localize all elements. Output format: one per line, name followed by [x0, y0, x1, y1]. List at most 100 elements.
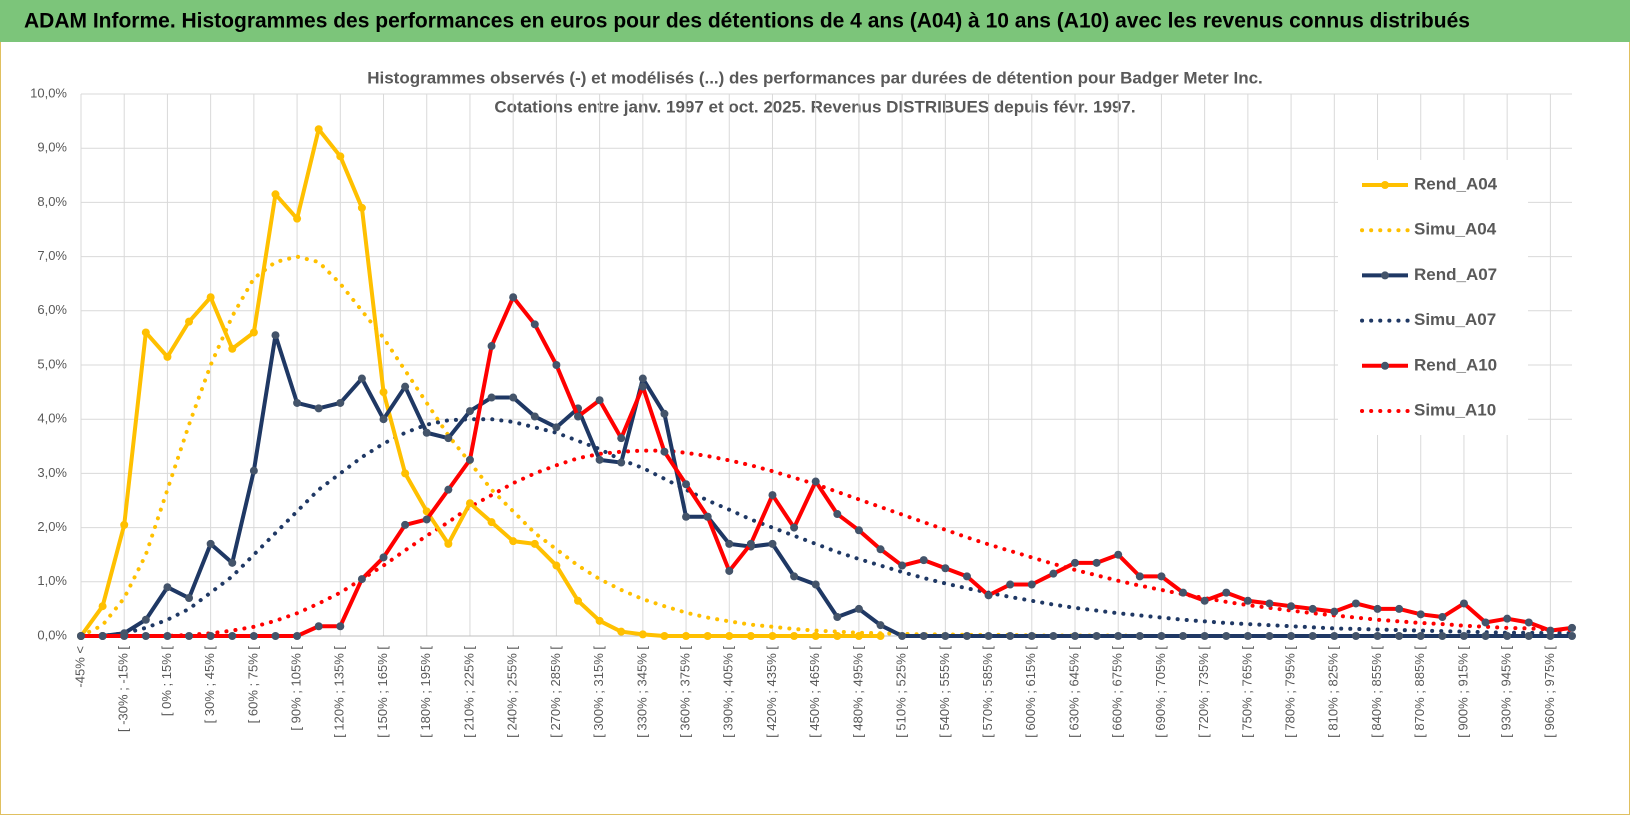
point: [530, 412, 539, 421]
point: [1459, 599, 1468, 608]
point: [617, 627, 626, 636]
point: [984, 591, 993, 600]
point: [530, 320, 539, 329]
x-tick-label: [ 300% ; 315% [: [591, 646, 606, 738]
point: [1524, 618, 1533, 627]
point: [1308, 604, 1317, 613]
point: [1351, 599, 1360, 608]
point: [357, 575, 366, 584]
point: [638, 374, 647, 383]
point: [1006, 632, 1015, 640]
x-tick-label: -45% <: [72, 646, 87, 688]
point: [660, 409, 669, 418]
legend-label: Rend_A10: [1414, 355, 1497, 374]
x-tick-label: [ 900% ; 915% [: [1455, 646, 1470, 738]
point: [379, 553, 388, 562]
series-line: [81, 295, 1573, 638]
point: [293, 398, 302, 407]
point: [1157, 632, 1166, 640]
point: [336, 152, 345, 161]
point: [141, 632, 150, 640]
point: [811, 477, 820, 486]
point: [1114, 550, 1123, 559]
point: [314, 404, 323, 413]
point: [206, 293, 215, 302]
point: [1243, 596, 1252, 605]
point: [1157, 572, 1166, 581]
x-tick-label: [ 570% ; 585% [: [980, 646, 995, 738]
x-tick-label: [ 330% ; 345% [: [634, 646, 649, 738]
x-tick-label: [ 840% ; 855% [: [1369, 646, 1384, 738]
x-tick-label: [ 270% ; 285% [: [548, 646, 563, 738]
point: [465, 407, 474, 416]
point: [768, 539, 777, 548]
point: [1524, 632, 1533, 640]
legend-marker: [1381, 271, 1389, 280]
point: [1265, 599, 1274, 608]
point: [336, 398, 345, 407]
point: [185, 594, 194, 603]
legend-box: [1338, 160, 1528, 435]
y-tick-label: 5,0%: [37, 356, 67, 371]
point: [1416, 632, 1425, 640]
x-tick-label: [ 60% ; 75% [: [245, 646, 260, 724]
point: [228, 558, 237, 567]
point: [1330, 607, 1339, 616]
point: [271, 190, 280, 199]
x-tick-label: [ 450% ; 465% [: [807, 646, 822, 738]
point: [271, 331, 280, 340]
point: [876, 632, 885, 640]
point: [1092, 558, 1101, 567]
y-tick-label: 4,0%: [37, 411, 67, 426]
point: [1351, 632, 1360, 640]
legend-label: Rend_A07: [1414, 265, 1497, 284]
point: [1027, 632, 1036, 640]
point: [293, 214, 302, 223]
legend-marker: [1381, 181, 1389, 189]
y-tick-label: 0,0%: [37, 627, 67, 642]
x-tick-label: [ 510% ; 525% [: [894, 646, 909, 738]
point: [1200, 632, 1209, 640]
header-bar: [0, 0, 1630, 42]
x-tick-label: [ 750% ; 765% [: [1239, 646, 1254, 738]
point: [1006, 580, 1015, 589]
point: [120, 520, 129, 529]
point: [660, 447, 669, 456]
point: [703, 632, 712, 640]
point: [725, 632, 734, 640]
x-tick-label: [ 720% ; 735% [: [1196, 646, 1211, 738]
point: [854, 604, 863, 613]
y-tick-label: 9,0%: [37, 140, 67, 155]
point: [1092, 632, 1101, 640]
point: [249, 466, 258, 475]
point: [638, 630, 647, 639]
point: [1179, 588, 1188, 597]
point: [1265, 632, 1274, 640]
point: [249, 328, 258, 337]
chart-title: Histogrammes observés (-) et modélisés (…: [367, 68, 1263, 87]
x-tick-label: [ 660% ; 675% [: [1110, 646, 1125, 738]
point: [1416, 610, 1425, 619]
point: [249, 632, 258, 640]
y-tick-label: 1,0%: [37, 573, 67, 588]
plot: [77, 125, 1576, 640]
x-tick-label: [ 600% ; 615% [: [1023, 646, 1038, 738]
point: [1200, 596, 1209, 605]
grid: 0,0% 1,0% 2,0% 3,0% 4,0% 5,0% 6,0% 7,0% 8,0% 9,0%…: [30, 85, 1572, 738]
legend-label: Simu_A10: [1414, 400, 1496, 419]
point: [682, 480, 691, 489]
point: [790, 632, 799, 640]
x-tick-label: [ 0% ; 15% [: [159, 646, 174, 716]
point: [465, 455, 474, 464]
point: [1049, 569, 1058, 578]
legend-label: Simu_A07: [1414, 310, 1496, 329]
point: [1481, 632, 1490, 640]
point: [1395, 604, 1404, 613]
point: [1135, 572, 1144, 581]
point: [357, 374, 366, 383]
x-tick-label: [ 480% ; 495% [: [850, 646, 865, 738]
point: [790, 572, 799, 581]
x-tick-label: [ 180% ; 195% [: [418, 646, 433, 738]
point: [1222, 588, 1231, 597]
point: [271, 632, 280, 640]
